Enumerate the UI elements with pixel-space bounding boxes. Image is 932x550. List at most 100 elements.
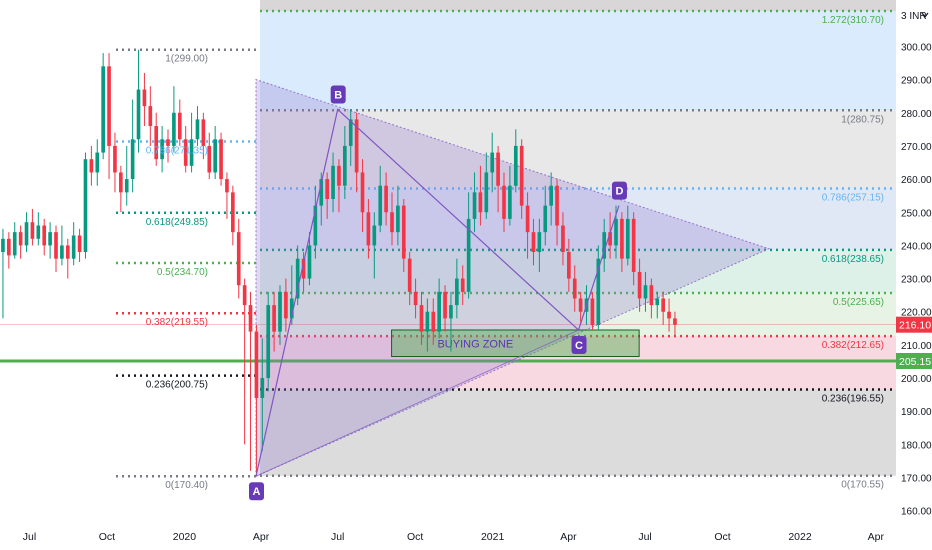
- candle-body: [89, 159, 94, 173]
- candle-body: [219, 139, 223, 180]
- candle-body: [631, 218, 636, 272]
- candle-body: [572, 278, 577, 299]
- fib-zone-band: [260, 188, 896, 250]
- point-marker-label: D: [615, 186, 623, 198]
- candle-body: [177, 112, 182, 140]
- buying-zone[interactable]: BUYING ZONE: [391, 329, 640, 358]
- candle-body: [83, 159, 88, 253]
- background-zones: [260, 0, 896, 476]
- candle-body: [60, 245, 64, 259]
- chevron-down-icon[interactable]: [921, 12, 929, 18]
- symmetrical-triangle: [255, 78, 771, 478]
- candle-body: [661, 298, 665, 312]
- fib-right-level-label: 0.382(212.65): [822, 340, 884, 351]
- fib-zone-band: [260, 0, 896, 11]
- candle-body: [331, 165, 335, 199]
- candle-body: [431, 311, 436, 332]
- y-tick-label: 210.00: [901, 341, 932, 352]
- candle-body: [71, 235, 76, 259]
- candle-body: [390, 212, 394, 233]
- candle-body: [655, 298, 660, 306]
- candle-body: [401, 205, 406, 259]
- candle-body: [201, 119, 206, 146]
- currency-label[interactable]: 3 INR: [901, 11, 927, 22]
- price-badge: [896, 352, 932, 369]
- candle-body: [378, 185, 383, 226]
- fib-zone-band: [260, 10, 896, 111]
- candle-body: [225, 179, 229, 193]
- candle-body: [667, 311, 671, 319]
- candle-body: [384, 185, 388, 213]
- candle-body: [266, 305, 271, 379]
- x-tick-label: Oct: [407, 531, 423, 543]
- candle-body: [602, 232, 607, 259]
- candle-body: [107, 66, 111, 146]
- candle-body: [101, 66, 105, 153]
- point-marker-badge: [249, 482, 264, 501]
- triangle-pattern: [255, 78, 771, 478]
- candle-body: [337, 165, 341, 186]
- candle-body: [561, 225, 565, 253]
- candle-body: [549, 185, 553, 206]
- price-axis[interactable]: 3 INR 160.00 170.00 180.00 190.00 200.00 210.…: [896, 0, 932, 524]
- fib-right-level-label: 1(280.75): [841, 114, 884, 125]
- candle-body: [466, 218, 471, 292]
- candle-body: [460, 278, 465, 292]
- fib-labels: 1.272(310.70) 1(280.75) 0.786(257.15) 0.618…: [146, 15, 884, 491]
- candle-body: [472, 192, 477, 219]
- candle-body: [643, 285, 648, 299]
- fib-left-level-label: 0.786(271.35): [146, 145, 208, 156]
- candle-body: [519, 145, 524, 206]
- candle-body: [189, 139, 194, 166]
- candle-body: [148, 106, 153, 127]
- time-axis[interactable]: Jul Oct 2020 Apr Jul Oct 2021 Apr Jul Oct 2022 Apr: [0, 524, 932, 550]
- x-tick-label: Jul: [331, 531, 344, 543]
- x-tick-label: Apr: [560, 531, 577, 543]
- point-marker-label: A: [253, 486, 261, 498]
- candle-body: [625, 218, 630, 259]
- candle-body: [77, 235, 82, 253]
- candle-body: [124, 179, 129, 193]
- candle-body: [543, 205, 548, 233]
- y-tick-label: 300.00: [901, 42, 932, 53]
- buying-zone-rect[interactable]: [391, 329, 640, 358]
- candle-body: [673, 318, 677, 325]
- candle-body: [119, 172, 123, 193]
- candle-body: [65, 245, 70, 259]
- candle-body: [366, 212, 371, 246]
- candle-body: [614, 218, 618, 246]
- candle-body: [7, 238, 11, 256]
- candle-body: [30, 222, 35, 239]
- point-marker-label: C: [575, 340, 583, 352]
- point-marker-badge: [330, 85, 346, 104]
- candle-body: [278, 291, 282, 332]
- candle-body: [325, 179, 329, 199]
- y-tick-label: 190.00: [901, 407, 932, 418]
- x-tick-label: Apr: [253, 531, 270, 543]
- candle-body: [590, 298, 595, 326]
- candle-body: [502, 185, 506, 219]
- candle-body: [484, 172, 489, 213]
- x-tick-label: Oct: [99, 531, 115, 543]
- fib-right-level-label: 0.786(257.15): [822, 193, 884, 204]
- candle-body: [301, 258, 306, 279]
- candle-body: [1, 238, 5, 253]
- y-tick-label: 260.00: [901, 175, 932, 186]
- candle-body: [242, 285, 247, 306]
- candles: [1, 49, 677, 477]
- candle-body: [531, 232, 536, 253]
- ac-line: [255, 329, 579, 477]
- y-tick-label: 170.00: [901, 474, 932, 485]
- candle-body: [455, 278, 459, 306]
- candle-body: [490, 152, 495, 173]
- candle-body: [407, 258, 412, 292]
- candle-body: [596, 258, 601, 326]
- y-tick-label: 270.00: [901, 142, 932, 153]
- pattern-points: A B C D: [249, 85, 627, 501]
- candle-body: [207, 145, 212, 173]
- fib-right-level-label: 0.5(225.65): [833, 297, 884, 308]
- fib-left-level-label: 1(299.00): [165, 54, 208, 65]
- y-tick-label: 220.00: [901, 308, 932, 319]
- y-tick-label: 160.00: [901, 507, 932, 518]
